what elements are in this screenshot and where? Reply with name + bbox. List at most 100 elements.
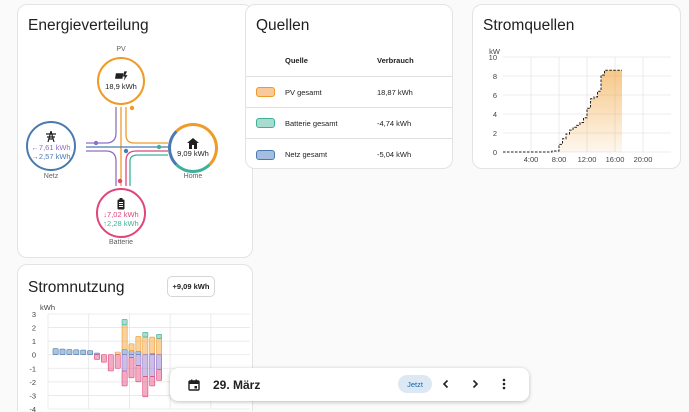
bar-segment (107, 354, 114, 372)
x-tick-label: 8:00 (552, 155, 567, 164)
y-tick-label: 3 (32, 310, 36, 319)
bar-segment (128, 343, 135, 351)
grid-out-value: →2,57 kWh (31, 152, 71, 161)
table-row: PV gesamt 18,87 kWh (246, 77, 452, 108)
card-title: Stromquellen (483, 17, 575, 34)
pv-node[interactable]: 18,9 kWh (97, 57, 145, 105)
table-header: Quelle Verbrauch (246, 45, 452, 77)
bar-segment (87, 350, 93, 356)
bar-segment (73, 349, 80, 356)
bar-segment (156, 369, 162, 381)
today-button[interactable]: Jetzt (398, 375, 432, 393)
energy-flow-lines (86, 105, 168, 186)
y-tick-label: 0 (493, 148, 497, 157)
power-sources-card: Stromquellen 0 2 4 6 8 10 4:00 8:00 12:00 16:00 20… (472, 4, 681, 169)
transmission-tower-icon (46, 130, 56, 142)
bar-segment (142, 376, 149, 398)
bar-segment (101, 354, 107, 363)
pv-swatch (256, 87, 275, 97)
more-vert-icon[interactable] (499, 378, 509, 390)
y-tick-label: -2 (29, 378, 36, 387)
home-icon (187, 137, 199, 149)
source-name: Batterie gesamt (285, 118, 338, 128)
bar-segment (135, 354, 142, 366)
pv-label: PV (116, 46, 126, 53)
source-value: -5,04 kWh (377, 150, 412, 159)
source-name: Netz gesamt (285, 150, 328, 159)
table-row: Batterie gesamt -4,74 kWh (246, 108, 452, 139)
power-sources-chart: 0 2 4 6 8 10 4:00 8:00 12:00 16:00 20:00 kW (489, 47, 671, 164)
y-tick-label: -1 (29, 364, 36, 373)
y-tick-label: 6 (493, 91, 497, 100)
bar-segment (128, 354, 135, 358)
battery-out-value: ↑2,28 kWh (103, 219, 139, 228)
date-label[interactable]: 29. März (213, 377, 261, 392)
bar-segment (80, 349, 87, 356)
y-tick-label: -3 (29, 391, 36, 400)
home-node[interactable]: 9,09 kWh (168, 123, 218, 173)
bar-segment (149, 376, 156, 387)
pv-value: 18,9 kWh (105, 82, 137, 92)
bar-segment (149, 336, 156, 354)
x-tick-label: 4:00 (524, 155, 539, 164)
source-value: 18,87 kWh (377, 87, 413, 97)
series-line (503, 69, 622, 153)
home-value: 9,09 kWh (177, 148, 209, 158)
x-tick-label: 12:00 (578, 155, 597, 164)
y-axis-label: kWh (40, 303, 55, 312)
pv-to-grid-flow (86, 107, 117, 144)
card-title: Stromnutzung (28, 279, 125, 296)
bar-segment (121, 370, 128, 387)
grid-label: Netz (43, 173, 59, 180)
bar-segment (114, 354, 121, 369)
area-fill (503, 70, 622, 152)
y-tick-label: 10 (489, 53, 497, 62)
battery-to-home-flow (125, 150, 168, 186)
bar-segment (156, 334, 162, 339)
card-title: Quellen (256, 17, 310, 34)
bar-segment (121, 354, 128, 372)
x-tick-label: 20:00 (634, 155, 653, 164)
flow-dot (93, 140, 99, 146)
grid-in-value: ←7,61 kWh (31, 142, 71, 152)
bar-segment (135, 351, 142, 356)
y-tick-label: 2 (32, 324, 36, 333)
grid-swatch (256, 149, 275, 160)
pv-to-home-flow (125, 107, 168, 144)
battery-node[interactable]: ↓7,02 kWh ↑2,28 kWh (96, 188, 146, 238)
battery-label: Batterie (108, 239, 134, 246)
grid-node[interactable]: ←7,61 kWh →2,57 kWh (26, 121, 76, 171)
bar-segment (128, 357, 135, 379)
home-label: Home (183, 173, 203, 180)
source-name: PV gesamt (285, 87, 322, 97)
calendar-icon[interactable] (188, 379, 200, 391)
bar-segment (114, 351, 121, 356)
bar-segment (142, 336, 149, 356)
x-tick-label: 16:00 (606, 155, 625, 164)
column-header-consumption: Verbrauch (377, 56, 414, 65)
flow-dot (117, 178, 123, 184)
battery-icon (117, 197, 125, 210)
date-toolbar: 29. März (170, 368, 529, 401)
grid-to-battery-flow (86, 150, 117, 186)
bar-segment (149, 354, 156, 377)
bar-segment (121, 348, 128, 356)
energy-distribution-card: Energieverteilung PV 18,9 kWh ←7,61 kWh … (17, 4, 253, 258)
solar-power-icon (114, 71, 128, 81)
bar-segment (142, 354, 149, 377)
bar-segment (121, 319, 128, 326)
power-usage-card: Stromnutzung 3 2 1 0 -1 -2 -3 -4 kWh (17, 264, 253, 412)
bar-segment (156, 338, 162, 356)
bar-segment (142, 332, 149, 338)
chevron-right-icon[interactable] (470, 379, 480, 389)
bar-segment (135, 336, 142, 352)
chevron-left-icon[interactable] (441, 379, 451, 389)
sources-table: Quelle Verbrauch PV gesamt 18,87 kWh Bat… (246, 45, 452, 170)
bar-segment (135, 365, 142, 383)
bar-segment (94, 354, 100, 360)
flow-dot (156, 144, 162, 150)
column-header-source: Quelle (285, 56, 308, 65)
table-row: Netz gesamt -5,04 kWh (246, 139, 452, 170)
y-axis-label: kW (489, 47, 501, 56)
bar-segment (121, 324, 128, 350)
